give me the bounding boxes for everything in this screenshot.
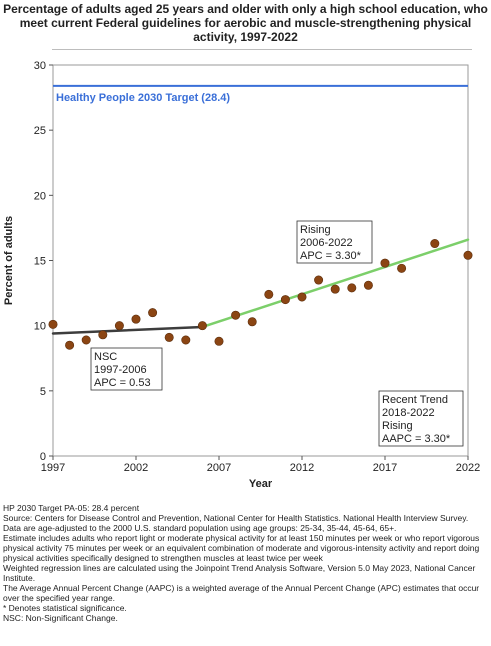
x-axis-title: Year (249, 478, 273, 490)
footnote-regression: Weighted regression lines are calculated… (3, 563, 476, 583)
target-label: Healthy People 2030 Target (28.4) (56, 92, 230, 104)
data-point (247, 317, 257, 327)
data-point (347, 283, 357, 293)
data-point (148, 308, 158, 318)
data-point (380, 258, 390, 268)
y-tick-label: 25 (34, 125, 46, 137)
annotation-box (378, 390, 464, 447)
data-point (65, 340, 75, 350)
x-tick-label: 2017 (373, 462, 397, 474)
data-point (231, 310, 241, 320)
annotation-text: APC = 0.53 (94, 377, 151, 389)
y-tick-label: 10 (34, 321, 46, 333)
y-axis-title: Percent of adults (3, 216, 15, 305)
footnote-nsc: NSC: Non-Significant Change. (3, 613, 118, 623)
y-tick-label: 15 (34, 256, 46, 268)
trend-line (201, 238, 470, 329)
annotation-text: Recent Trend (382, 394, 448, 406)
footnote-aapc: The Average Annual Percent Change (AAPC)… (3, 583, 480, 603)
annotation-box (296, 220, 373, 264)
data-point (363, 280, 373, 290)
data-point (114, 321, 124, 331)
footnote-age-adjustment: Data are age-adjusted to the 2000 U.S. s… (3, 523, 397, 533)
x-tick-label: 1997 (41, 462, 65, 474)
annotation-box (90, 347, 163, 391)
y-tick-label: 20 (34, 190, 46, 202)
x-tick-label: 2007 (207, 462, 231, 474)
title-divider (52, 49, 472, 50)
chart-title-line: activity, 1997-2022 (193, 30, 298, 44)
data-point (81, 335, 91, 345)
data-point (297, 292, 307, 302)
annotation-text: APC = 3.30* (300, 250, 362, 262)
y-tick-label: 0 (40, 451, 46, 463)
data-point (463, 250, 473, 260)
chart-title: Percentage of adults aged 25 years and o… (0, 2, 491, 44)
footnote-source: Source: Centers for Disease Control and … (3, 513, 469, 523)
data-point (181, 335, 191, 345)
annotation-text: Rising (300, 224, 331, 236)
annotation-text: Rising (382, 420, 413, 432)
data-point (397, 263, 407, 273)
data-point (48, 319, 58, 329)
data-point (314, 275, 324, 285)
footnotes: HP 2030 Target PA-05: 28.4 percent Sourc… (3, 503, 489, 623)
annotation-text: NSC (94, 351, 117, 363)
y-tick-label: 5 (40, 386, 46, 398)
footnote-estimate-definition: Estimate includes adults who report ligh… (3, 533, 480, 563)
data-point (280, 295, 290, 305)
data-point (98, 330, 108, 340)
annotation-text: 1997-2006 (94, 364, 147, 376)
data-point (131, 314, 141, 324)
annotation-text: 2018-2022 (382, 407, 435, 419)
data-point (264, 289, 274, 299)
data-point (330, 284, 340, 294)
data-point (430, 239, 440, 249)
data-point (197, 321, 207, 331)
x-tick-label: 2022 (456, 462, 480, 474)
data-point (164, 332, 174, 342)
annotation-text: 2006-2022 (300, 237, 353, 249)
data-point (214, 336, 224, 346)
footnote-target: HP 2030 Target PA-05: 28.4 percent (3, 503, 140, 513)
x-tick-label: 2012 (290, 462, 314, 474)
footnote-significance: * Denotes statistical significance. (3, 603, 127, 613)
annotation-text: AAPC = 3.30* (382, 433, 451, 445)
chart-title-line: meet current Federal guidelines for aero… (19, 16, 472, 30)
chart-plot: 0 5 10 15 20 25 30 1997 2002 2007 2012 2017 2022 Year… (3, 60, 480, 490)
x-tick-label: 2002 (124, 462, 148, 474)
y-tick-label: 30 (34, 60, 46, 72)
chart-title-line: Percentage of adults aged 25 years and o… (3, 2, 488, 16)
trend-line (51, 325, 204, 335)
